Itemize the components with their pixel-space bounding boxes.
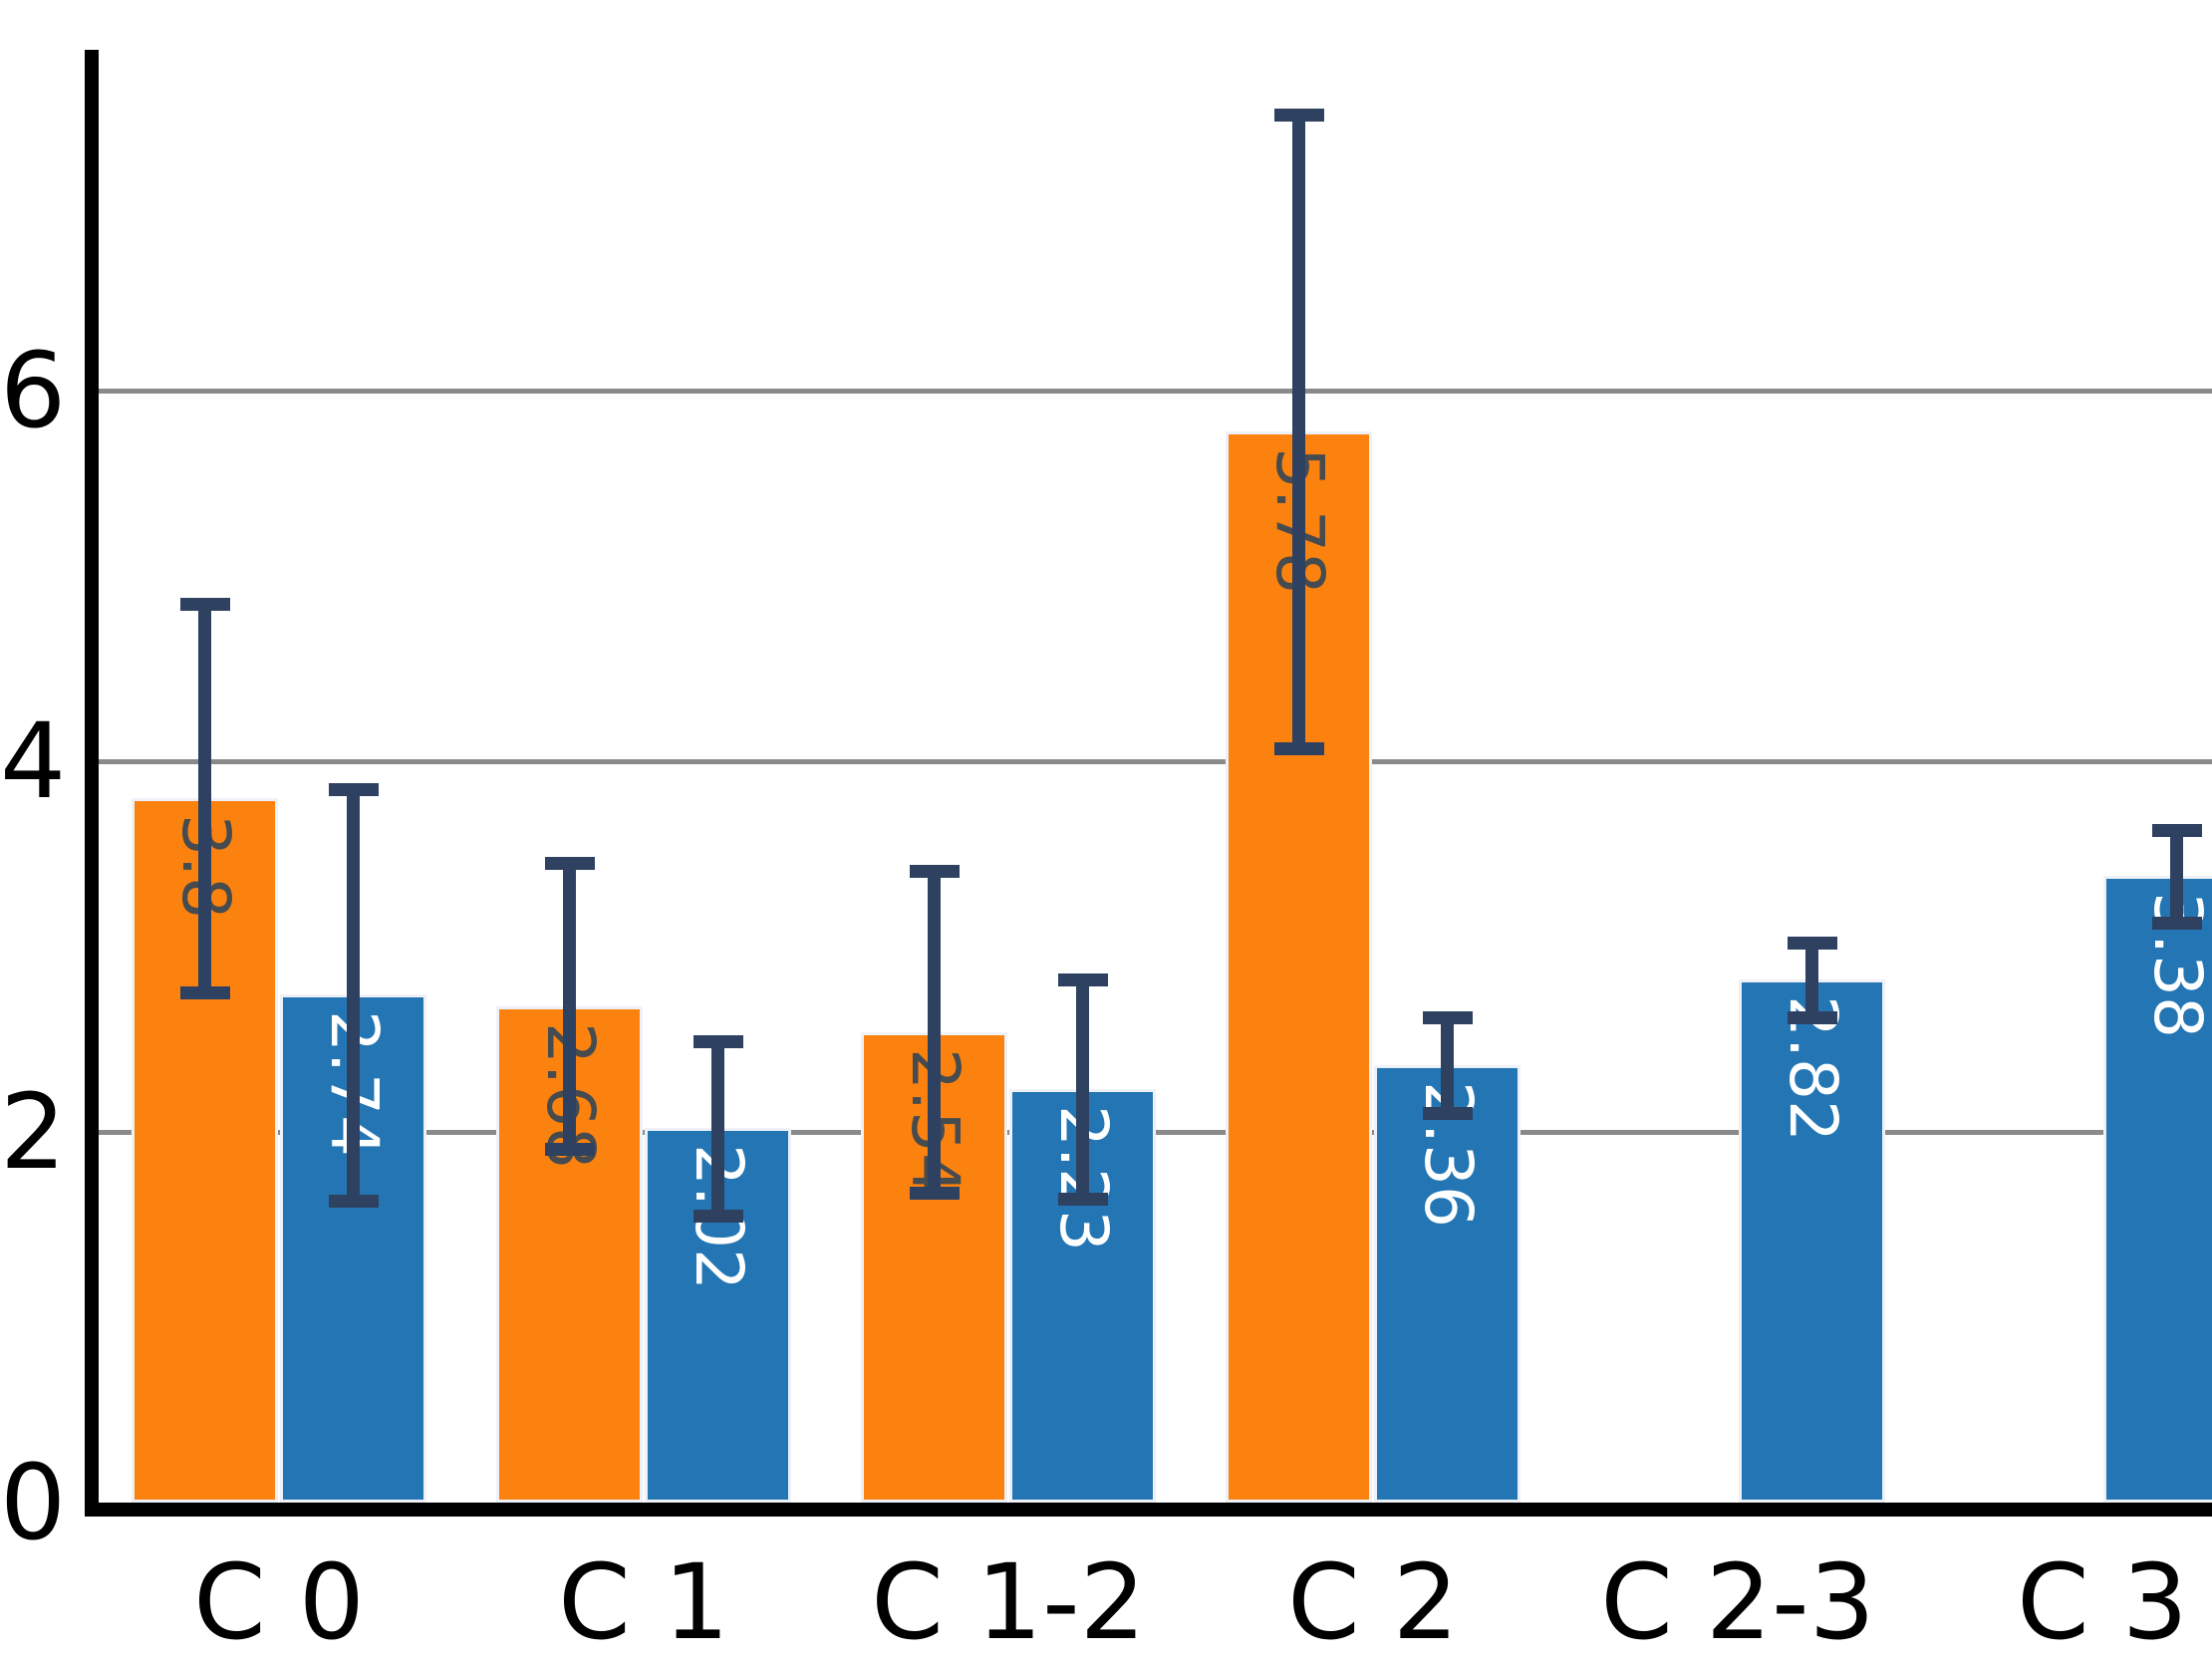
errorbar-line	[198, 597, 211, 1000]
errorbar-orange-C 0	[179, 597, 230, 1000]
errorbar-orange-C 1	[544, 857, 595, 1156]
errorbar-orange-C 2	[1273, 108, 1324, 755]
bar-blue-C 3	[2103, 876, 2212, 1503]
errorbar-bottom-cap	[544, 1142, 595, 1156]
errorbar-line	[1805, 937, 1818, 1024]
errorbar-blue-C 1-2	[1057, 973, 1108, 1206]
y-tick-label-0: 0	[0, 1442, 67, 1563]
errorbar-bottom-cap	[2151, 916, 2202, 930]
errorbar-line	[928, 864, 941, 1201]
errorbar-bottom-cap	[1057, 1192, 1108, 1206]
errorbar-line	[347, 782, 360, 1208]
errorbar-line	[563, 857, 576, 1156]
errorbar-blue-C 1	[692, 1034, 743, 1223]
errorbar-line	[711, 1034, 724, 1223]
errorbar-bottom-cap	[1422, 1107, 1473, 1121]
bar-orange-C 1	[496, 1005, 643, 1503]
y-tick-label-4: 4	[0, 700, 67, 822]
bar-blue-C 2	[1374, 1065, 1521, 1503]
errorbar-line	[1292, 108, 1305, 755]
gridline-6	[99, 389, 2212, 394]
errorbar-blue-C 2-3	[1787, 937, 1837, 1024]
x-tick-label-C 2: C 2	[1287, 1541, 1459, 1662]
errorbar-line	[2170, 823, 2183, 930]
errorbar-bottom-cap	[1787, 1010, 1837, 1024]
errorbar-bottom-cap	[179, 986, 230, 1000]
x-axis-line	[85, 1503, 2212, 1517]
x-tick-label-C 1-2: C 1-2	[871, 1541, 1146, 1662]
x-tick-label-C 0: C 0	[193, 1541, 365, 1662]
errorbar-blue-C 0	[328, 782, 379, 1208]
errorbar-line	[1076, 973, 1089, 1206]
errorbar-blue-C 3	[2151, 823, 2202, 930]
errorbar-bottom-cap	[1273, 741, 1324, 755]
errorbar-blue-C 2	[1422, 1010, 1473, 1121]
y-tick-label-2: 2	[0, 1071, 67, 1193]
bar-orange-C 0	[132, 798, 278, 1503]
errorbar-line	[1441, 1010, 1454, 1121]
x-tick-label-C 3: C 3	[2017, 1541, 2188, 1662]
gridline-4	[99, 759, 2212, 764]
bar-blue-C 2-3	[1739, 979, 1885, 1503]
y-axis-spine	[85, 50, 99, 1517]
errorbar-bottom-cap	[909, 1187, 960, 1201]
errorbar-bottom-cap	[692, 1209, 743, 1223]
errorbar-orange-C 1-2	[909, 864, 960, 1201]
x-tick-label-C 2-3: C 2-3	[1600, 1541, 1875, 1662]
y-tick-label-6: 6	[0, 330, 67, 451]
x-tick-label-C 1: C 1	[558, 1541, 729, 1662]
errorbar-bottom-cap	[328, 1194, 379, 1208]
